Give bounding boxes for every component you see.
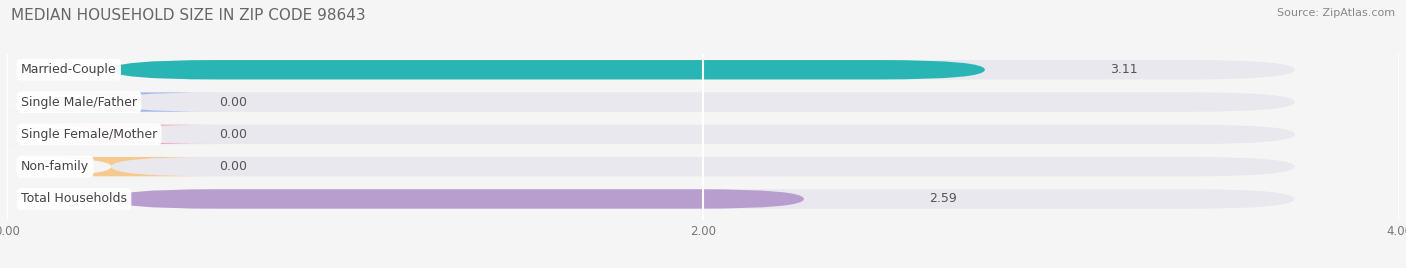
Text: Single Female/Mother: Single Female/Mother	[21, 128, 157, 141]
Text: Non-family: Non-family	[21, 160, 89, 173]
Text: 3.11: 3.11	[1111, 63, 1137, 76]
FancyBboxPatch shape	[111, 60, 1295, 79]
FancyBboxPatch shape	[111, 189, 804, 209]
Text: 0.00: 0.00	[219, 96, 247, 109]
FancyBboxPatch shape	[111, 92, 1295, 112]
FancyBboxPatch shape	[111, 157, 1295, 176]
Text: Married-Couple: Married-Couple	[21, 63, 117, 76]
FancyBboxPatch shape	[7, 92, 217, 112]
Text: 2.59: 2.59	[929, 192, 957, 206]
FancyBboxPatch shape	[7, 125, 217, 144]
Text: MEDIAN HOUSEHOLD SIZE IN ZIP CODE 98643: MEDIAN HOUSEHOLD SIZE IN ZIP CODE 98643	[11, 8, 366, 23]
Text: Source: ZipAtlas.com: Source: ZipAtlas.com	[1277, 8, 1395, 18]
Text: Single Male/Father: Single Male/Father	[21, 96, 136, 109]
Text: 0.00: 0.00	[219, 128, 247, 141]
Text: 0.00: 0.00	[219, 160, 247, 173]
FancyBboxPatch shape	[111, 125, 1295, 144]
FancyBboxPatch shape	[111, 60, 984, 79]
Text: Total Households: Total Households	[21, 192, 127, 206]
FancyBboxPatch shape	[7, 157, 217, 176]
FancyBboxPatch shape	[111, 189, 1295, 209]
